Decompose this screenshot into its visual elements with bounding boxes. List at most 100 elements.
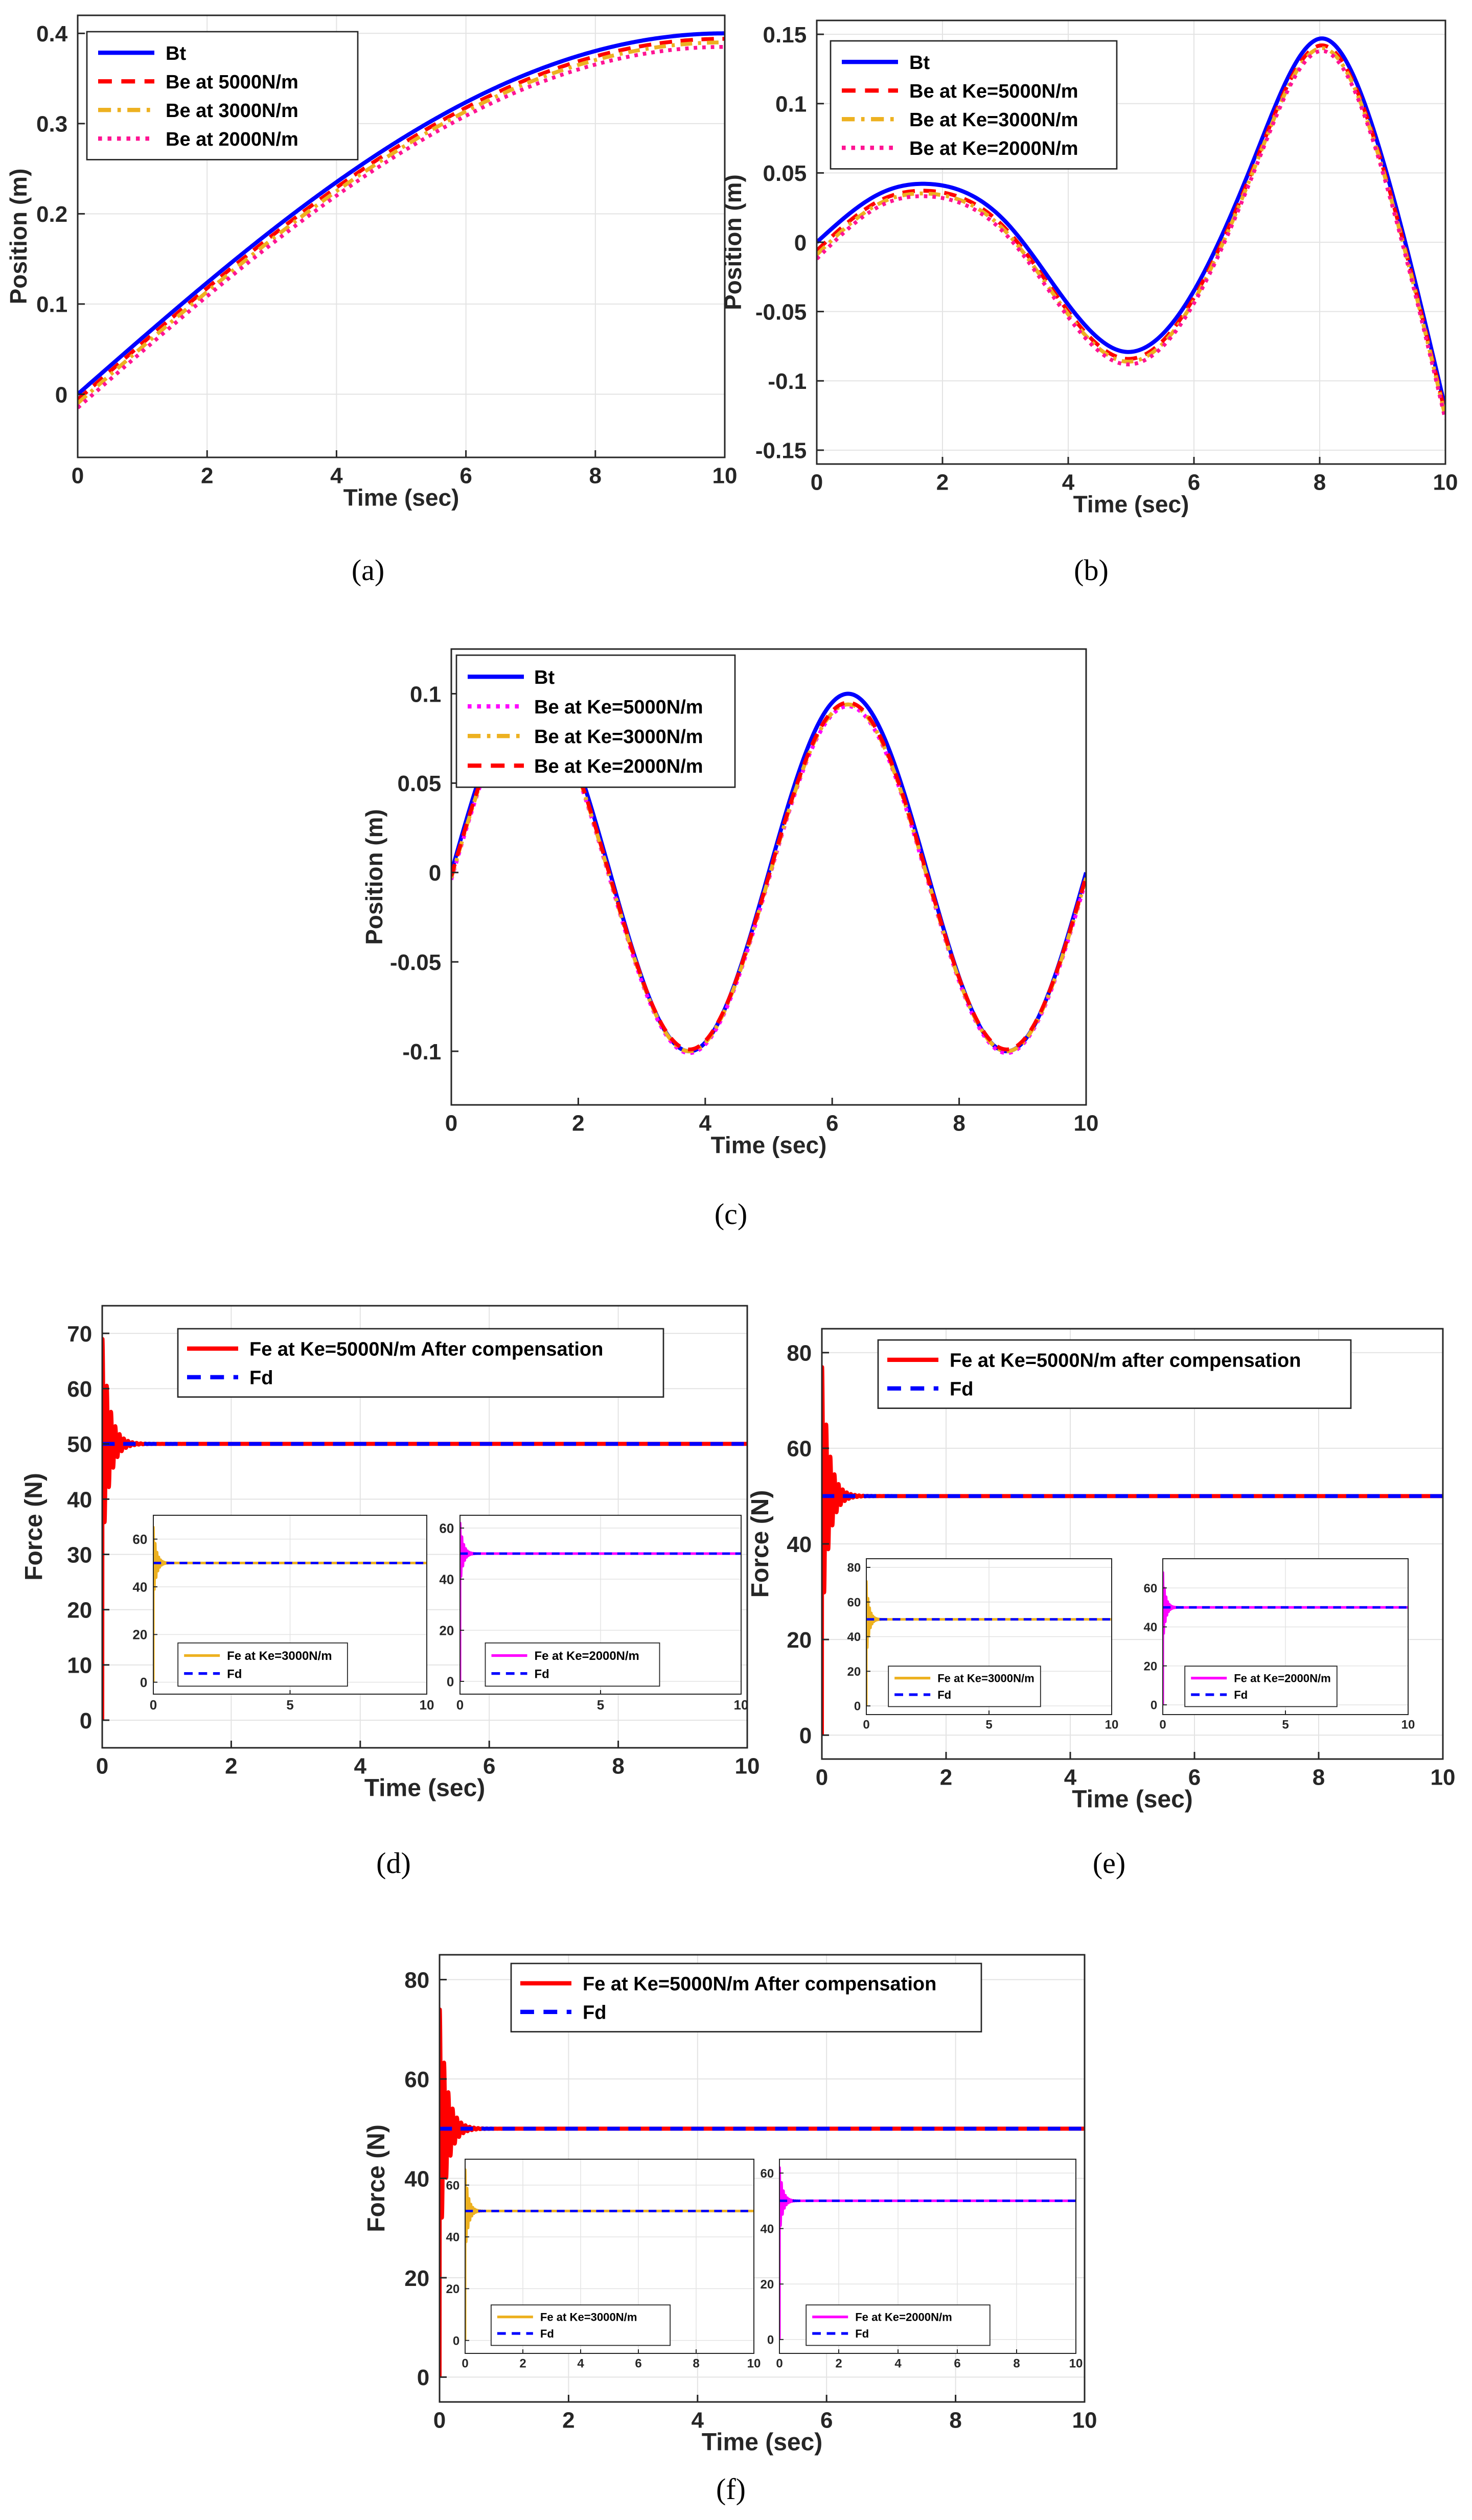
- panel-a-ylabel: Position (m): [5, 169, 32, 305]
- panel-f-inset-0-axes: 0 2 4 6 8 10 0 20 40 60 Fe at Ke=3000N/m Fd: [446, 2159, 761, 2371]
- panel-e-inset-0-series-group: [866, 1580, 1112, 1707]
- panel-c: 0 2 4 6 8 10 -0.1 -0.05 0 0.05 0.1 Time (sec) Positi…: [361, 648, 1098, 1231]
- panel-a-series-line-3: [78, 44, 725, 409]
- panel-e-inset-0-ytick-label: 20: [847, 1665, 861, 1679]
- panel-b-legend-box: [830, 40, 1118, 170]
- panel-b-ytick-label: 0.1: [775, 92, 807, 117]
- panel-f-xtick-label: 8: [949, 2408, 961, 2433]
- panel-e-xtick-label: 10: [1431, 1765, 1456, 1790]
- panel-b-xlabel: Time (sec): [1073, 491, 1189, 518]
- panel-d-inset-1-xtick-label: 5: [597, 1697, 604, 1713]
- panel-d-inset-1-series-group: [460, 1521, 741, 1683]
- panel-a-caption: (a): [352, 553, 384, 587]
- panel-a-xtick-label: 0: [72, 464, 84, 489]
- panel-d-inset-1-legend: Fe at Ke=2000N/m Fd: [485, 1642, 660, 1687]
- panel-f-inset-1-axes-frame: [779, 2159, 1076, 2354]
- panel-f-inset-1-legend: Fe at Ke=2000N/m Fd: [806, 2304, 991, 2346]
- panel-e-caption: (e): [1093, 1846, 1125, 1880]
- panel-f-inset-1-axes: 0 2 4 6 8 10 0 20 40 60 Fe at Ke=2000N/m Fd: [760, 2159, 1083, 2371]
- panel-e-xtick-label: 0: [816, 1765, 828, 1790]
- panel-d-xtick-label: 10: [735, 1754, 760, 1779]
- panel-e-inset-0-ytick-label: 40: [847, 1630, 861, 1644]
- panel-c-ytick-label: 0.05: [398, 771, 442, 796]
- panel-d-inset-0-xtick-label: 0: [150, 1697, 157, 1713]
- panel-f-ytick-label: 40: [404, 2166, 429, 2191]
- panel-b-xtick-label: 8: [1314, 470, 1326, 495]
- panel-d-ytick-label: 50: [67, 1432, 92, 1457]
- panel-a-xtick-label: 6: [459, 464, 472, 489]
- panel-a-legend: Bt Be at 5000N/m Be at 3000N/m Be at 2000N/…: [86, 31, 359, 160]
- panel-e-ylabel: Force (N): [747, 1490, 774, 1598]
- panel-d-inset-0-xtick-label: 5: [286, 1697, 293, 1713]
- panel-e-ytick-label: 0: [799, 1723, 812, 1748]
- panel-d-inset-1-xtick-label: 0: [456, 1697, 464, 1713]
- panel-f-inset-0-ytick-label: 60: [446, 2179, 459, 2192]
- panel-c-ytick-label: -0.05: [390, 950, 441, 975]
- panel-d-inset-0-legend-label: Fd: [227, 1667, 242, 1681]
- panel-a-series-line-2: [78, 40, 725, 405]
- panel-d-ytick-label: 20: [67, 1598, 92, 1623]
- panel-d-ytick-label: 40: [67, 1487, 92, 1512]
- panel-d-inset-0-legend-box: [177, 1642, 348, 1687]
- panel-f-ylabel: Force (N): [363, 2124, 390, 2232]
- panel-c-ytick-label: 0: [429, 861, 441, 886]
- panel-a-legend-label: Bt: [166, 43, 186, 64]
- panel-d-ytick-label: 0: [80, 1708, 92, 1733]
- panel-e-inset-1-ytick-label: 60: [1143, 1582, 1157, 1596]
- panel-f-inset-1-legend-box: [806, 2304, 991, 2346]
- panel-f-inset-0-xtick-label: 8: [693, 2357, 699, 2371]
- panel-c-legend-label: Be at Ke=2000N/m: [534, 756, 703, 777]
- panel-f-inset-1-xtick-label: 0: [776, 2357, 783, 2371]
- panel-b-xtick-label: 2: [936, 470, 949, 495]
- panel-d-ytick-label: 10: [67, 1653, 92, 1678]
- panel-f-inset-0-ytick-label: 40: [446, 2231, 459, 2245]
- panel-e-series-group: [822, 1365, 1443, 1737]
- panel-f-xtick-label: 0: [433, 2408, 446, 2433]
- panel-e-inset-1-legend-box: [1184, 1666, 1338, 1707]
- panel-e-legend-box: [877, 1339, 1352, 1409]
- panel-a-xtick-label: 4: [330, 464, 343, 489]
- panel-a-axes: 0 2 4 6 8 10 0 0.1 0.2 0.3 0.4 Time (sec) Position (…: [5, 14, 738, 511]
- panel-f-inset-0-xtick-label: 0: [462, 2357, 468, 2371]
- panel-f-inset-0-legend-label: Fd: [540, 2327, 554, 2340]
- panel-f-legend: Fe at Ke=5000N/m After compensation Fd: [510, 1962, 982, 2032]
- panel-f-inset-1-xtick-label: 8: [1013, 2357, 1020, 2371]
- panel-e-inset-0-ytick-label: 80: [847, 1561, 861, 1575]
- panel-b-axes: 0 2 4 6 8 10 -0.15 -0.1 -0.05 0 0.05 0.1 0.15 Time (s…: [720, 19, 1458, 518]
- panel-e-inset-0-xtick-label: 0: [863, 1718, 869, 1732]
- panel-a-series-group: [78, 31, 725, 409]
- panel-a-xtick-label: 10: [712, 464, 738, 489]
- panel-b-legend-label: Be at Ke=2000N/m: [909, 138, 1078, 159]
- panel-f-inset-1-ytick-label: 0: [767, 2333, 774, 2347]
- panel-d-inset-0-ytick-label: 20: [132, 1627, 147, 1643]
- panel-b-series-group: [817, 36, 1445, 421]
- panel-d-xlabel: Time (sec): [364, 1775, 486, 1802]
- panel-a-xtick-label: 8: [589, 464, 602, 489]
- panel-f-inset-0-legend: Fe at Ke=3000N/m Fd: [490, 2304, 671, 2346]
- panel-d-ytick-label: 60: [67, 1377, 92, 1402]
- panel-d-inset-0-ytick-label: 0: [140, 1675, 147, 1690]
- panel-e-legend: Fe at Ke=5000N/m after compensation Fd: [877, 1339, 1352, 1409]
- panel-a-axes-frame: [77, 14, 726, 458]
- panel-f-inset-1-ytick-label: 20: [760, 2278, 774, 2292]
- panel-f-inset-0-ytick-label: 20: [446, 2282, 459, 2296]
- panel-d-inset-0-ytick-label: 40: [132, 1579, 147, 1594]
- panel-e-ytick-label: 80: [787, 1341, 812, 1366]
- panel-a-xtick-label: 2: [201, 464, 213, 489]
- panel-e-xtick-label: 4: [1064, 1765, 1077, 1790]
- panel-f-caption: (f): [716, 2472, 746, 2506]
- panel-c-ylabel: Position (m): [361, 809, 387, 945]
- panel-d-xtick-label: 4: [354, 1754, 367, 1779]
- panel-b-caption: (b): [1074, 553, 1109, 587]
- panel-e-inset-0-xtick-label: 10: [1105, 1718, 1119, 1732]
- panel-c-axes-frame: [450, 648, 1087, 1106]
- panel-d-legend-label: Fe at Ke=5000N/m After compensation: [249, 1338, 603, 1360]
- panel-f-inset-0-xtick-label: 6: [635, 2357, 641, 2371]
- panel-d-inset-0-series-group: [153, 1525, 427, 1684]
- panel-f-legend-label: Fd: [583, 2002, 606, 2023]
- panel-f-inset-1-legend-label: Fe at Ke=2000N/m: [855, 2311, 952, 2324]
- panel-f-inset-0-legend-box: [490, 2304, 671, 2346]
- panel-e-inset-0-legend: Fe at Ke=3000N/m Fd: [888, 1666, 1041, 1707]
